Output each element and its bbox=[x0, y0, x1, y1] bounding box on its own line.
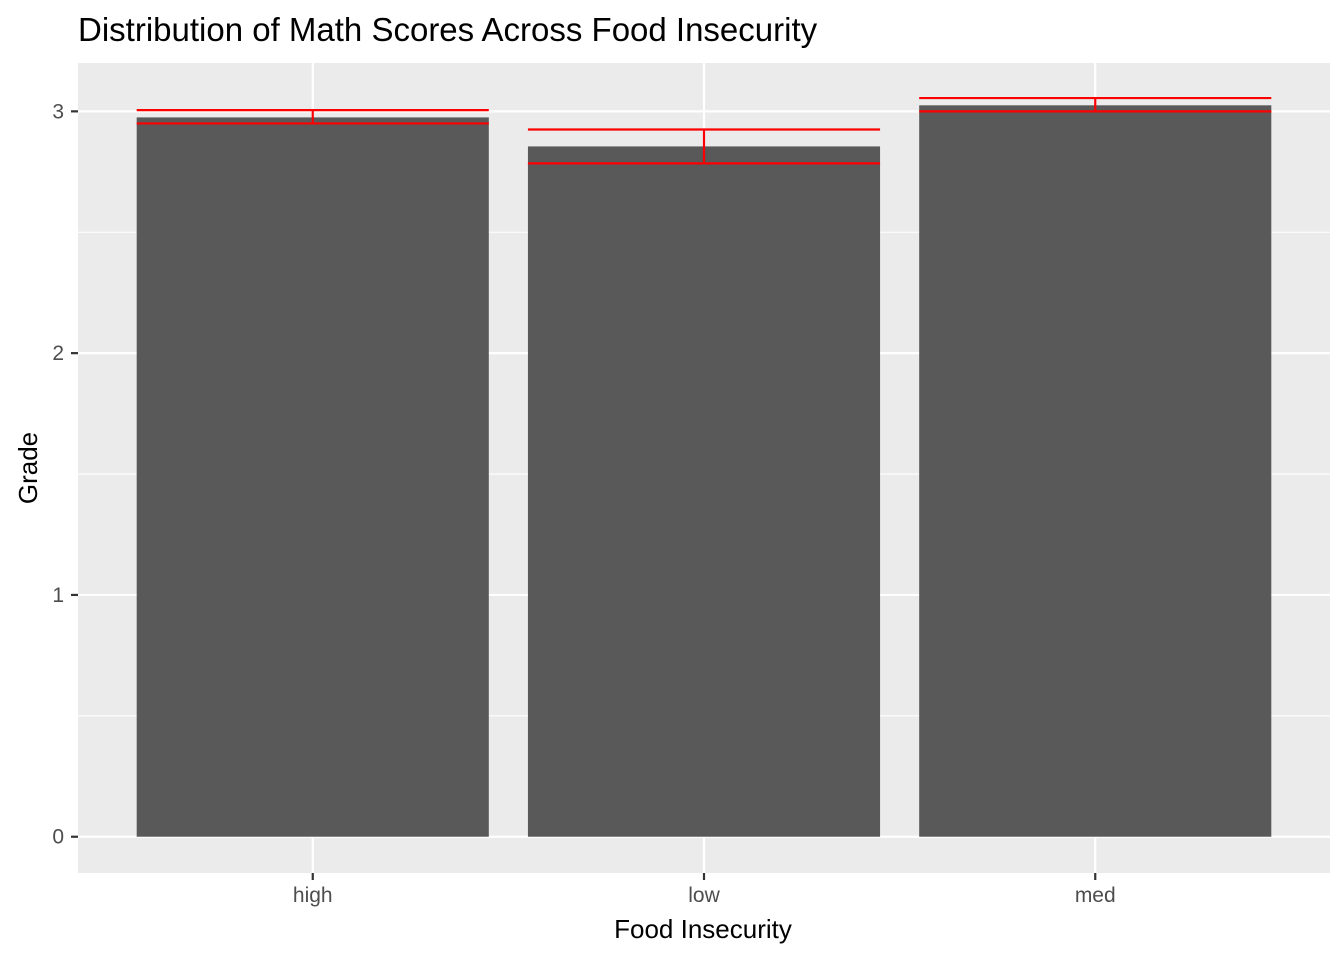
y-axis: 0 1 2 3 bbox=[52, 100, 78, 849]
y-tick-label-3: 3 bbox=[52, 100, 64, 123]
bar-med bbox=[919, 105, 1272, 837]
y-tick-label-2: 2 bbox=[52, 342, 64, 365]
x-axis: high low med bbox=[293, 873, 1116, 907]
bars bbox=[136, 105, 1272, 837]
x-tick-label-high: high bbox=[293, 884, 333, 907]
error-bars bbox=[136, 96, 1272, 165]
bar-low bbox=[527, 146, 881, 837]
x-axis-title: Food Insecurity bbox=[614, 914, 792, 944]
x-tick-label-med: med bbox=[1075, 884, 1116, 907]
x-tick-label-low: low bbox=[688, 884, 720, 907]
error-bar-low bbox=[527, 128, 881, 165]
y-tick-label-0: 0 bbox=[52, 826, 64, 849]
bar-high bbox=[136, 117, 489, 837]
y-axis-title: Grade bbox=[13, 432, 43, 504]
error-bar-med bbox=[919, 96, 1272, 113]
chart-title: Distribution of Math Scores Across Food … bbox=[78, 11, 818, 48]
error-bar-high bbox=[136, 109, 489, 125]
y-tick-label-1: 1 bbox=[52, 584, 64, 607]
